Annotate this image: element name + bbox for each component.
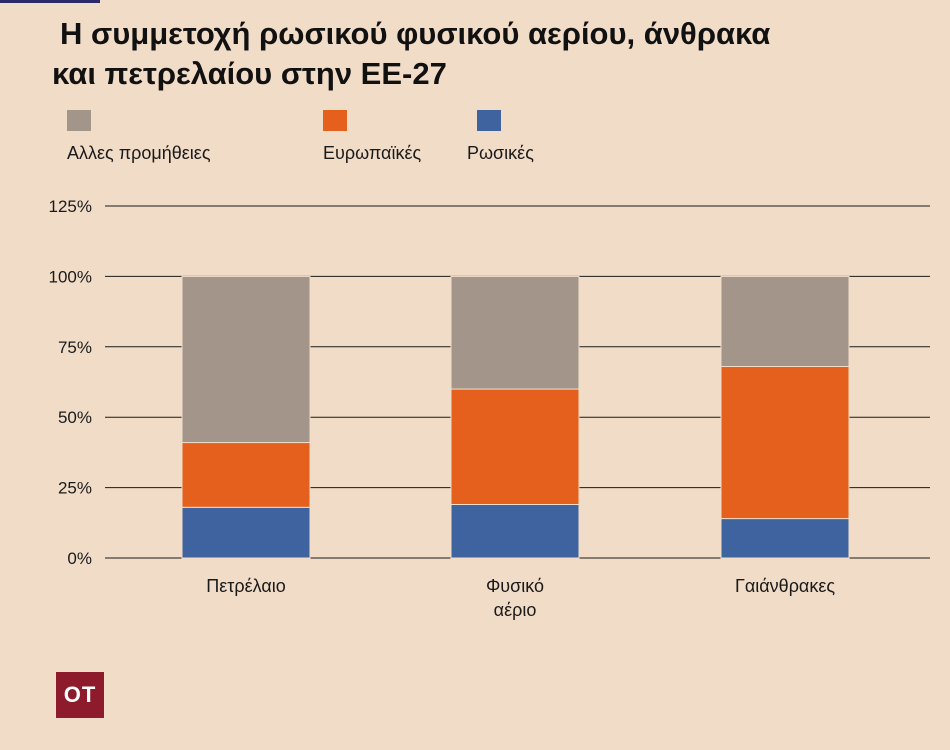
bar-segment <box>181 442 311 508</box>
legend-swatch <box>323 110 347 131</box>
bar-segment <box>720 275 850 368</box>
bar-segment <box>181 275 311 444</box>
y-tick-label: 50% <box>58 408 92 427</box>
chart-title-line-1: Η συμμετοχή ρωσικού φυσικού αερίου, άνθρ… <box>60 16 771 51</box>
legend-label: Αλλες προμήθειες <box>67 143 211 163</box>
x-tick-label: αέριο <box>494 600 537 620</box>
y-tick-label: 75% <box>58 338 92 357</box>
bar-segment <box>450 275 580 390</box>
chart-title: Η συμμετοχή ρωσικού φυσικού αερίου, άνθρ… <box>52 14 912 94</box>
bar-segment <box>720 366 850 520</box>
bar-segment <box>450 503 580 559</box>
legend-swatch <box>67 110 91 131</box>
corner-accent-bar <box>0 0 100 3</box>
bar-segment <box>720 518 850 559</box>
x-tick-label: Πετρέλαιο <box>206 576 286 596</box>
y-tick-label: 0% <box>67 549 92 568</box>
x-tick-label: Φυσικό <box>486 576 544 596</box>
chart-title-line-2: και πετρελαίου στην ΕΕ-27 <box>52 56 447 91</box>
x-tick-label: Γαιάνθρακες <box>735 576 835 596</box>
legend-swatch <box>477 110 501 131</box>
bar-segment <box>450 388 580 505</box>
bar-segment <box>181 506 311 559</box>
y-tick-label: 100% <box>49 267 92 286</box>
y-tick-label: 25% <box>58 479 92 498</box>
legend-label: Ευρωπαϊκές <box>323 143 422 163</box>
y-tick-label: 125% <box>49 197 92 216</box>
ot-logo: ΟΤ <box>56 672 104 718</box>
legend-label: Ρωσικές <box>467 143 534 163</box>
